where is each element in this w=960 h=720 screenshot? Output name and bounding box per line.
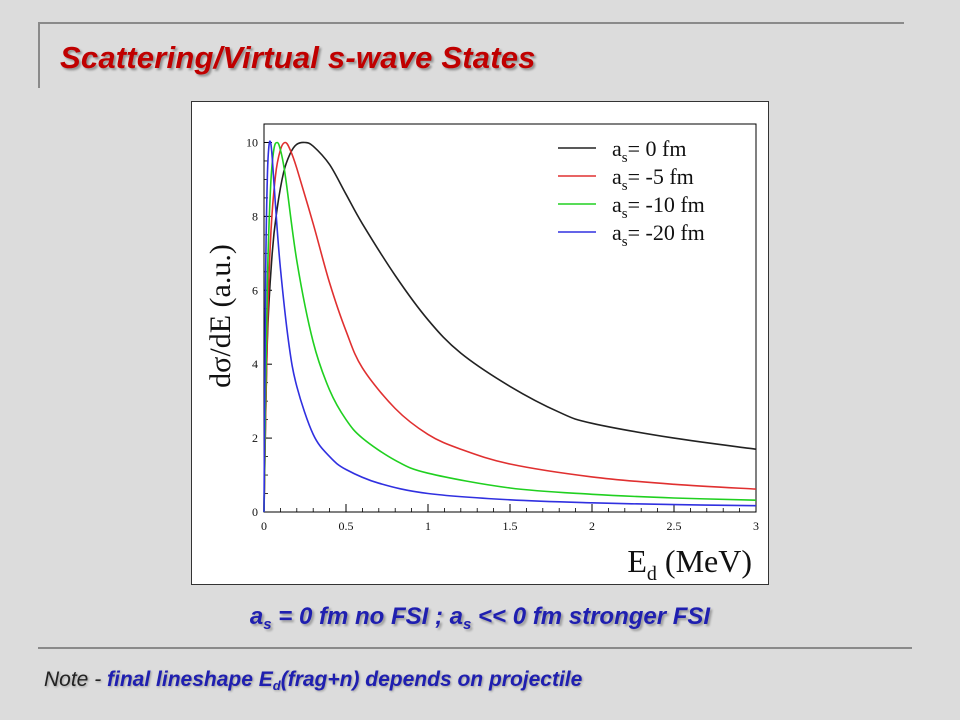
caption-sub-2: s [463, 616, 472, 633]
chart-axes: 0 0.5 1 1.5 2 2.5 3 0 2 4 6 8 10 [246, 123, 759, 533]
series-line-2 [263, 141, 757, 513]
title-frame-top-rule [38, 22, 904, 24]
note-label: Note - [44, 668, 108, 691]
x-tick-label: 0 [261, 519, 267, 533]
x-tick-label: 0.5 [339, 519, 354, 533]
x-axis-label: Ed (MeV) [627, 543, 752, 584]
y-tick-label: 4 [252, 357, 258, 371]
slide-title: Scattering/Virtual s-wave States [60, 40, 536, 75]
y-tick-label: 6 [252, 283, 258, 297]
projectile-note: Note - final lineshape Ed(frag+n) depend… [44, 668, 582, 693]
legend-label-1: as= -5 fm [612, 164, 694, 194]
series-line-0 [263, 141, 757, 513]
y-tick-label: 2 [252, 431, 258, 445]
series-line-3 [263, 140, 757, 513]
x-tick-label: 2.5 [667, 519, 682, 533]
x-tick-label: 2 [589, 519, 595, 533]
y-tick-label: 0 [252, 505, 258, 519]
caption-text-1: = 0 fm no FSI ; a [271, 603, 463, 630]
y-axis-label: dσ/dE (a.u.) [204, 244, 237, 388]
footer-divider [38, 647, 912, 649]
y-tick-label: 10 [246, 135, 258, 149]
series-line-1 [263, 141, 757, 513]
legend-label-0: as= 0 fm [612, 136, 686, 166]
legend-label-3: as= -20 fm [612, 220, 705, 250]
legend-label-2: as= -10 fm [612, 192, 705, 222]
caption-a-1: a [249, 603, 264, 630]
note-text-2: (frag+n) depends on projectile [280, 668, 583, 691]
caption-text-2: << 0 fm stronger FSI [471, 603, 711, 630]
y-tick-label: 8 [252, 209, 258, 223]
fsi-caption: as = 0 fm no FSI ; as << 0 fm stronger F… [0, 603, 960, 633]
note-sub: d [272, 678, 281, 693]
title-frame-left-rule [38, 22, 40, 88]
note-text-1: final lineshape E [107, 668, 273, 691]
caption-sub-1: s [263, 616, 272, 633]
note-text: final lineshape Ed(frag+n) depends on pr… [107, 668, 583, 693]
x-tick-label: 1.5 [503, 519, 518, 533]
x-tick-label: 1 [425, 519, 431, 533]
x-tick-label: 3 [753, 519, 759, 533]
chart-series [263, 140, 757, 513]
chart-panel: 0 0.5 1 1.5 2 2.5 3 0 2 4 6 8 10 as= 0 fm as= -5 fm as… [191, 101, 769, 585]
